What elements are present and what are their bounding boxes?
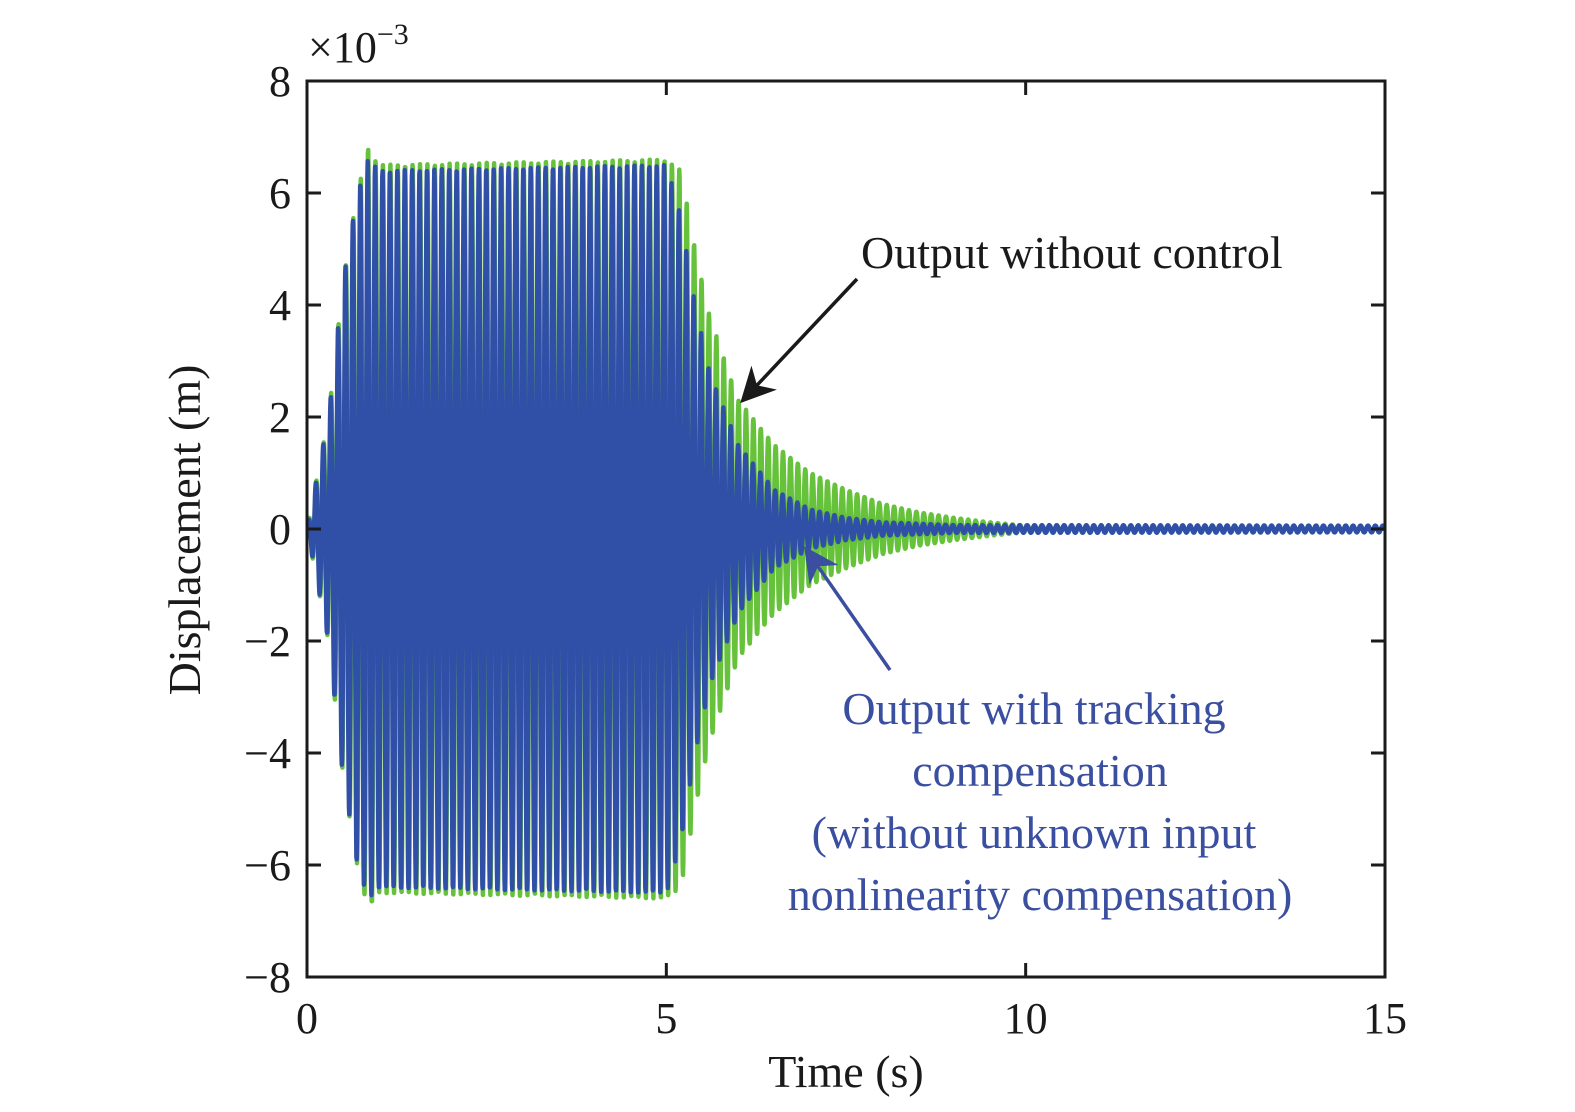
x-tick-label: 5 xyxy=(655,994,677,1043)
x-tick-label: 10 xyxy=(1004,994,1048,1043)
x-tick-label: 0 xyxy=(296,994,318,1043)
annotation-line: Output with tracking xyxy=(842,683,1225,734)
y-tick-label: 4 xyxy=(269,281,291,330)
y-tick-label: 6 xyxy=(269,169,291,218)
y-multiplier: ×10−3 xyxy=(308,18,409,72)
series-line-2 xyxy=(307,158,1385,898)
annotation-line: nonlinearity compensation) xyxy=(788,869,1293,920)
x-axis-label: Time (s) xyxy=(768,1046,924,1097)
y-tick-label: −4 xyxy=(244,729,291,778)
y-tick-label: −8 xyxy=(244,953,291,1002)
y-axis-label: Displacement (m) xyxy=(159,365,210,696)
y-tick-label: −2 xyxy=(244,617,291,666)
annotation-arrow-without-control xyxy=(740,277,859,404)
annotation-tracking: Output with tracking compensation (witho… xyxy=(788,683,1293,920)
y-tick-label: 8 xyxy=(269,57,291,106)
y-tick-label: −6 xyxy=(244,841,291,890)
annotation-line: (without unknown input xyxy=(812,807,1257,858)
series-layer xyxy=(307,147,1385,904)
annotation-arrow-tracking xyxy=(804,546,892,671)
ticks-layer: −8 −6 −4 −2 0 2 4 6 8 0 5 10 15 xyxy=(244,57,1407,1043)
y-tick-label: 0 xyxy=(269,505,291,554)
annotation-line: compensation xyxy=(912,745,1168,796)
x-tick-label: 15 xyxy=(1363,994,1407,1043)
annotation-without-control: Output without control xyxy=(861,227,1283,278)
y-tick-label: 2 xyxy=(269,393,291,442)
